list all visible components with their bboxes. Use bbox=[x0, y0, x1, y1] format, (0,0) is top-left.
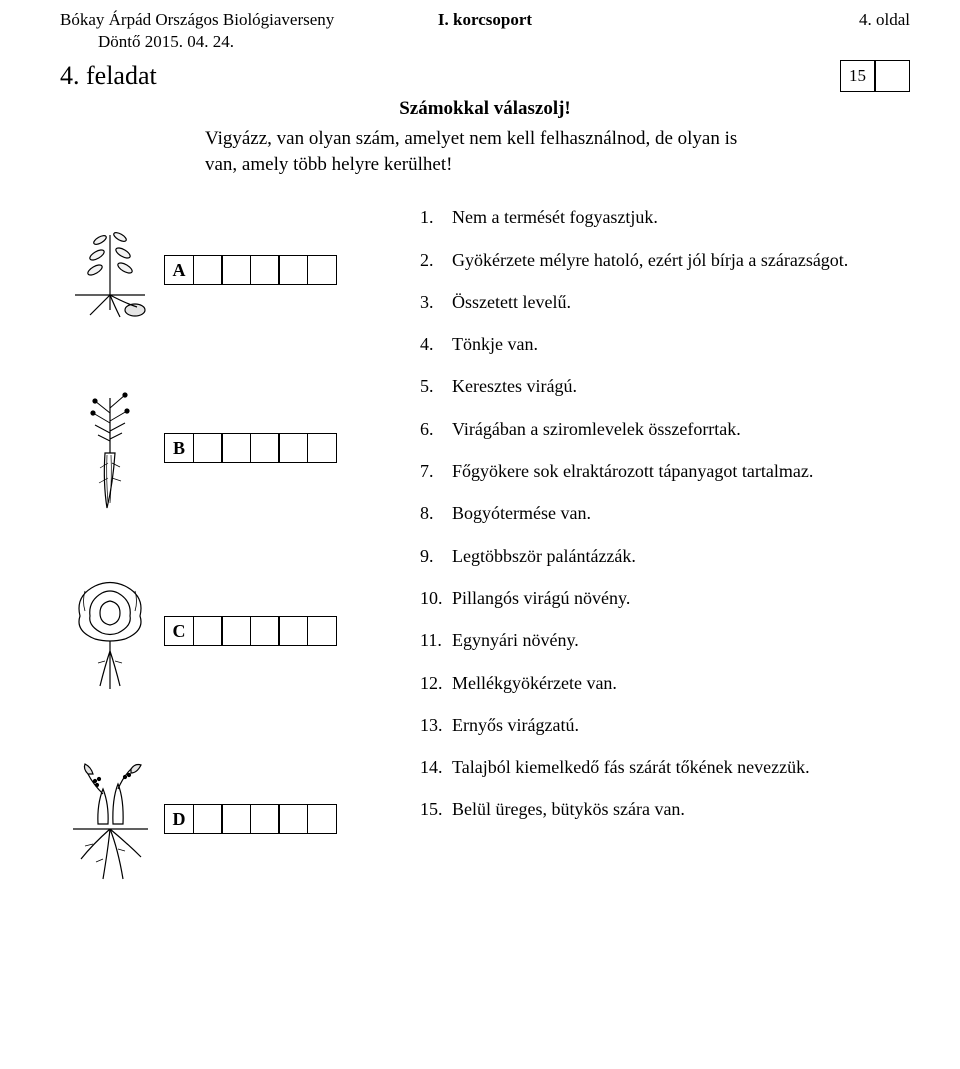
plant-row-d: D bbox=[60, 749, 420, 889]
letter-a: A bbox=[164, 255, 194, 285]
answer-boxes-a: A bbox=[164, 255, 337, 285]
plant-row-a: A bbox=[60, 215, 420, 325]
plant-row-b: B bbox=[60, 383, 420, 513]
answer-input[interactable] bbox=[278, 433, 308, 463]
score-box: 15 bbox=[840, 60, 911, 92]
answer-input[interactable] bbox=[250, 433, 280, 463]
plant-row-c: C bbox=[60, 571, 420, 691]
header-right: 4. oldal bbox=[627, 10, 910, 30]
score-max: 15 bbox=[840, 60, 876, 92]
answer-input[interactable] bbox=[221, 804, 251, 834]
clue-num: 4. bbox=[420, 332, 452, 356]
page: Bókay Árpád Országos Biológiaverseny I. … bbox=[0, 0, 960, 919]
clue-num: 9. bbox=[420, 544, 452, 568]
answer-input[interactable] bbox=[221, 433, 251, 463]
plant-illustration-c bbox=[60, 571, 160, 691]
letter-d: D bbox=[164, 804, 194, 834]
clue-num: 6. bbox=[420, 417, 452, 441]
answer-input[interactable] bbox=[193, 255, 223, 285]
clue-num: 13. bbox=[420, 713, 452, 737]
score-blank[interactable] bbox=[874, 60, 910, 92]
clue-text: Pillangós virágú növény. bbox=[452, 586, 630, 610]
task-row: 4. feladat 15 bbox=[60, 60, 910, 92]
clue-item: 7.Főgyökere sok elraktározott tápanyagot… bbox=[420, 459, 910, 483]
left-column: A bbox=[60, 205, 420, 889]
content: A bbox=[60, 205, 910, 889]
clue-item: 8.Bogyótermése van. bbox=[420, 501, 910, 525]
right-column: 1.Nem a termését fogyasztjuk. 2.Gyökérze… bbox=[420, 205, 910, 889]
clue-num: 12. bbox=[420, 671, 452, 695]
clue-num: 3. bbox=[420, 290, 452, 314]
answer-input[interactable] bbox=[250, 616, 280, 646]
clue-num: 1. bbox=[420, 205, 452, 229]
plant-illustration-d bbox=[60, 749, 160, 889]
answer-input[interactable] bbox=[193, 433, 223, 463]
clue-text: Keresztes virágú. bbox=[452, 374, 577, 398]
clue-num: 15. bbox=[420, 797, 452, 821]
answer-input[interactable] bbox=[221, 255, 251, 285]
answer-input[interactable] bbox=[193, 804, 223, 834]
clue-num: 7. bbox=[420, 459, 452, 483]
answer-boxes-d: D bbox=[164, 804, 337, 834]
clue-text: Tönkje van. bbox=[452, 332, 538, 356]
answer-input[interactable] bbox=[193, 616, 223, 646]
letter-b: B bbox=[164, 433, 194, 463]
clue-text: Ernyős virágzatú. bbox=[452, 713, 579, 737]
clue-item: 9.Legtöbbször palántázzák. bbox=[420, 544, 910, 568]
clue-text: Bogyótermése van. bbox=[452, 501, 591, 525]
header-left: Bókay Árpád Országos Biológiaverseny bbox=[60, 10, 343, 30]
instruction-title: Számokkal válaszolj! bbox=[60, 98, 910, 120]
clue-num: 14. bbox=[420, 755, 452, 779]
answer-input[interactable] bbox=[278, 804, 308, 834]
answer-input[interactable] bbox=[307, 433, 337, 463]
answer-input[interactable] bbox=[307, 255, 337, 285]
task-number-value: 4. bbox=[60, 61, 80, 90]
answer-input[interactable] bbox=[250, 255, 280, 285]
task-number: 4. feladat bbox=[60, 61, 157, 91]
clue-text: Virágában a sziromlevelek összeforrtak. bbox=[452, 417, 741, 441]
clue-text: Gyökérzete mélyre hatoló, ezért jól bírj… bbox=[452, 248, 848, 272]
instruction-text: Vigyázz, van olyan szám, amelyet nem kel… bbox=[205, 126, 765, 177]
answer-input[interactable] bbox=[278, 616, 308, 646]
letter-c: C bbox=[164, 616, 194, 646]
header-sub: Döntő 2015. 04. 24. bbox=[98, 32, 910, 52]
answer-boxes-c: C bbox=[164, 616, 337, 646]
clue-text: Talajból kiemelkedő fás szárát tőkének n… bbox=[452, 755, 810, 779]
clue-text: Nem a termését fogyasztjuk. bbox=[452, 205, 658, 229]
page-header: Bókay Árpád Országos Biológiaverseny I. … bbox=[60, 10, 910, 30]
answer-input[interactable] bbox=[221, 616, 251, 646]
clue-item: 15.Belül üreges, bütykös szára van. bbox=[420, 797, 910, 821]
clue-item: 14.Talajból kiemelkedő fás szárát tőkéne… bbox=[420, 755, 910, 779]
clue-num: 2. bbox=[420, 248, 452, 272]
clue-item: 13.Ernyős virágzatú. bbox=[420, 713, 910, 737]
clue-num: 8. bbox=[420, 501, 452, 525]
clue-item: 1.Nem a termését fogyasztjuk. bbox=[420, 205, 910, 229]
clue-text: Egynyári növény. bbox=[452, 628, 579, 652]
clue-text: Főgyökere sok elraktározott tápanyagot t… bbox=[452, 459, 813, 483]
clue-item: 12.Mellékgyökérzete van. bbox=[420, 671, 910, 695]
clue-item: 5.Keresztes virágú. bbox=[420, 374, 910, 398]
answer-input[interactable] bbox=[307, 616, 337, 646]
clue-text: Mellékgyökérzete van. bbox=[452, 671, 617, 695]
task-label: feladat bbox=[86, 61, 157, 90]
answer-input[interactable] bbox=[250, 804, 280, 834]
plant-illustration-a bbox=[60, 215, 160, 325]
header-center: I. korcsoport bbox=[343, 10, 626, 30]
clue-text: Legtöbbször palántázzák. bbox=[452, 544, 636, 568]
clue-item: 4.Tönkje van. bbox=[420, 332, 910, 356]
clue-item: 11.Egynyári növény. bbox=[420, 628, 910, 652]
plant-illustration-b bbox=[60, 383, 160, 513]
clue-num: 5. bbox=[420, 374, 452, 398]
clue-item: 3.Összetett levelű. bbox=[420, 290, 910, 314]
answer-boxes-b: B bbox=[164, 433, 337, 463]
answer-input[interactable] bbox=[307, 804, 337, 834]
answer-input[interactable] bbox=[278, 255, 308, 285]
clue-num: 11. bbox=[420, 628, 452, 652]
clue-item: 10.Pillangós virágú növény. bbox=[420, 586, 910, 610]
clue-text: Belül üreges, bütykös szára van. bbox=[452, 797, 685, 821]
clue-item: 2.Gyökérzete mélyre hatoló, ezért jól bí… bbox=[420, 248, 910, 272]
clue-num: 10. bbox=[420, 586, 452, 610]
clue-item: 6.Virágában a sziromlevelek összeforrtak… bbox=[420, 417, 910, 441]
clue-text: Összetett levelű. bbox=[452, 290, 571, 314]
